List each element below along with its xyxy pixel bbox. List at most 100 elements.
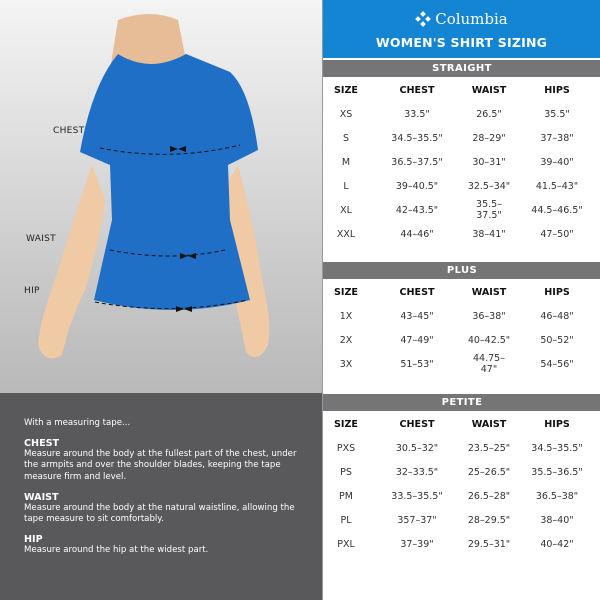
column-header: WAIST xyxy=(471,286,507,298)
table-cell: 35.5–36.5" xyxy=(531,466,583,478)
columbia-diamond-icon xyxy=(415,11,432,27)
table-cell: PXL xyxy=(337,538,355,550)
table-cell: 54–56" xyxy=(540,358,574,370)
brand-name: Columbia xyxy=(435,10,508,28)
header-row: SIZE CHEST WAIST HIPS xyxy=(323,78,600,102)
section-bar-petite: PETITE xyxy=(323,394,600,411)
table-cell: 30–31" xyxy=(472,156,506,168)
table-cell: 40–42" xyxy=(540,538,574,550)
table-cell: PM xyxy=(339,490,353,502)
table-cell: XL xyxy=(340,204,352,216)
table-cell: PXS xyxy=(336,442,356,454)
table-cell: 46–48" xyxy=(540,310,574,322)
chest-label: CHEST xyxy=(53,126,85,136)
table-cell: S xyxy=(342,132,350,144)
table-plus: SIZE CHEST WAIST HIPS 1X 43–45" 36–38" 46–48" 2X… xyxy=(323,280,600,376)
table-row: M 36.5–37.5" 30–31" 39–40" xyxy=(323,150,600,174)
table-cell: 38–40" xyxy=(540,514,574,526)
intro-text: With a measuring tape... xyxy=(24,418,131,428)
table-cell: 30.5–32" xyxy=(395,442,439,454)
column-header: SIZE xyxy=(334,418,358,430)
table-cell: 39–40.5" xyxy=(395,180,439,192)
table-cell: 39–40" xyxy=(540,156,574,168)
table-row: XS 33.5" 26.5" 35.5" xyxy=(323,102,600,126)
right-arm xyxy=(218,165,270,358)
hip-text: Measure around the hip at the widest par… xyxy=(24,545,209,556)
table-cell: 1X xyxy=(339,310,353,322)
table-cell: 32–33.5" xyxy=(395,466,439,478)
table-cell: 32.5–34" xyxy=(467,180,511,192)
table-cell: 51–53" xyxy=(400,358,434,370)
table-cell: 34.5–35.5" xyxy=(391,132,443,144)
column-header: HIPS xyxy=(544,286,570,298)
hip-tape xyxy=(94,299,249,310)
table-cell: 3X xyxy=(339,358,353,370)
measuring-instructions: With a measuring tape... CHEST Measure a… xyxy=(0,393,322,600)
hip-heading: HIP xyxy=(24,534,43,546)
shirt-figure xyxy=(38,14,270,359)
table-cell: 38–41" xyxy=(472,228,506,240)
table-cell: 35.5–37.5" xyxy=(476,199,502,221)
table-cell: 44.5–46.5" xyxy=(531,204,583,216)
table-cell: 50–52" xyxy=(540,334,574,346)
table-row: PXL 37–39" 29.5–31" 40–42" xyxy=(323,532,600,556)
chest-tape xyxy=(99,144,241,155)
column-header: SIZE xyxy=(334,84,358,96)
table-cell: 36.5–38" xyxy=(535,490,579,502)
table-cell: 44–46" xyxy=(400,228,434,240)
table-cell: 25–26.5" xyxy=(467,466,511,478)
table-row: PL 357–37" 28–29.5" 38–40" xyxy=(323,508,600,532)
table-row: 3X 51–53" 44.75–47" 54–56" xyxy=(323,352,600,376)
size-chart: Columbia WOMEN'S SHIRT SIZING STRAIGHT SI… xyxy=(322,0,600,600)
column-header: SIZE xyxy=(334,286,358,298)
brand-logo: Columbia xyxy=(323,0,600,28)
table-cell: L xyxy=(343,180,349,192)
table-cell: 35.5" xyxy=(544,108,570,120)
table-cell: 28–29.5" xyxy=(467,514,511,526)
table-row: S 34.5–35.5" 28–29" 37–38" xyxy=(323,126,600,150)
column-header: WAIST xyxy=(471,84,507,96)
table-cell: 42–43.5" xyxy=(395,204,439,216)
header-row: SIZE CHEST WAIST HIPS xyxy=(323,412,600,436)
table-cell: 40–42.5" xyxy=(467,334,511,346)
chest-heading: CHEST xyxy=(24,438,60,450)
table-row: XL 42–43.5" 35.5–37.5" 44.5–46.5" xyxy=(323,198,600,222)
table-cell: 44.75–47" xyxy=(473,353,505,375)
table-row: 2X 47–49" 40–42.5" 50–52" xyxy=(323,328,600,352)
section-bar-straight: STRAIGHT xyxy=(323,60,600,77)
chart-title: WOMEN'S SHIRT SIZING xyxy=(375,35,548,50)
table-cell: 2X xyxy=(339,334,353,346)
header: Columbia WOMEN'S SHIRT SIZING xyxy=(323,0,600,58)
table-cell: XXL xyxy=(336,228,356,240)
table-cell: 41.5–43" xyxy=(535,180,579,192)
column-header: HIPS xyxy=(544,418,570,430)
table-row: XXL 44–46" 38–41" 47–50" xyxy=(323,222,600,246)
table-cell: 37–39" xyxy=(400,538,434,550)
header-row: SIZE CHEST WAIST HIPS xyxy=(323,280,600,304)
table-petite: SIZE CHEST WAIST HIPS PXS 30.5–32" 23.5–25" 34.… xyxy=(323,412,600,556)
table-cell: 34.5–35.5" xyxy=(531,442,583,454)
column-header: HIPS xyxy=(544,84,570,96)
shirt xyxy=(80,54,258,310)
waist-heading: WAIST xyxy=(24,491,59,503)
table-cell: 33.5" xyxy=(404,108,430,120)
table-cell: 23.5–25" xyxy=(467,442,511,454)
column-header: WAIST xyxy=(471,418,507,430)
waist-label: WAIST xyxy=(26,234,56,244)
table-row: PXS 30.5–32" 23.5–25" 34.5–35.5" xyxy=(323,436,600,460)
table-cell: 37–38" xyxy=(540,132,574,144)
table-straight: SIZE CHEST WAIST HIPS XS 33.5" 26.5" 35.5" S 34.5… xyxy=(323,78,600,246)
table-cell: 36–38" xyxy=(472,310,506,322)
table-cell: 43–45" xyxy=(400,310,434,322)
table-cell: 33.5–35.5" xyxy=(391,490,443,502)
table-cell: 36.5–37.5" xyxy=(391,156,443,168)
hip-label: HIP xyxy=(24,286,40,296)
section-bar-plus: PLUS xyxy=(323,262,600,279)
table-cell: 28–29" xyxy=(472,132,506,144)
chest-text: Measure around the body at the fullest p… xyxy=(24,449,297,482)
table-cell: PS xyxy=(340,466,352,478)
table-cell: 357–37" xyxy=(397,514,437,526)
table-cell: 26.5–28" xyxy=(467,490,511,502)
waist-text: Measure around the body at the natural w… xyxy=(24,502,295,525)
table-cell: 29.5–31" xyxy=(467,538,511,550)
